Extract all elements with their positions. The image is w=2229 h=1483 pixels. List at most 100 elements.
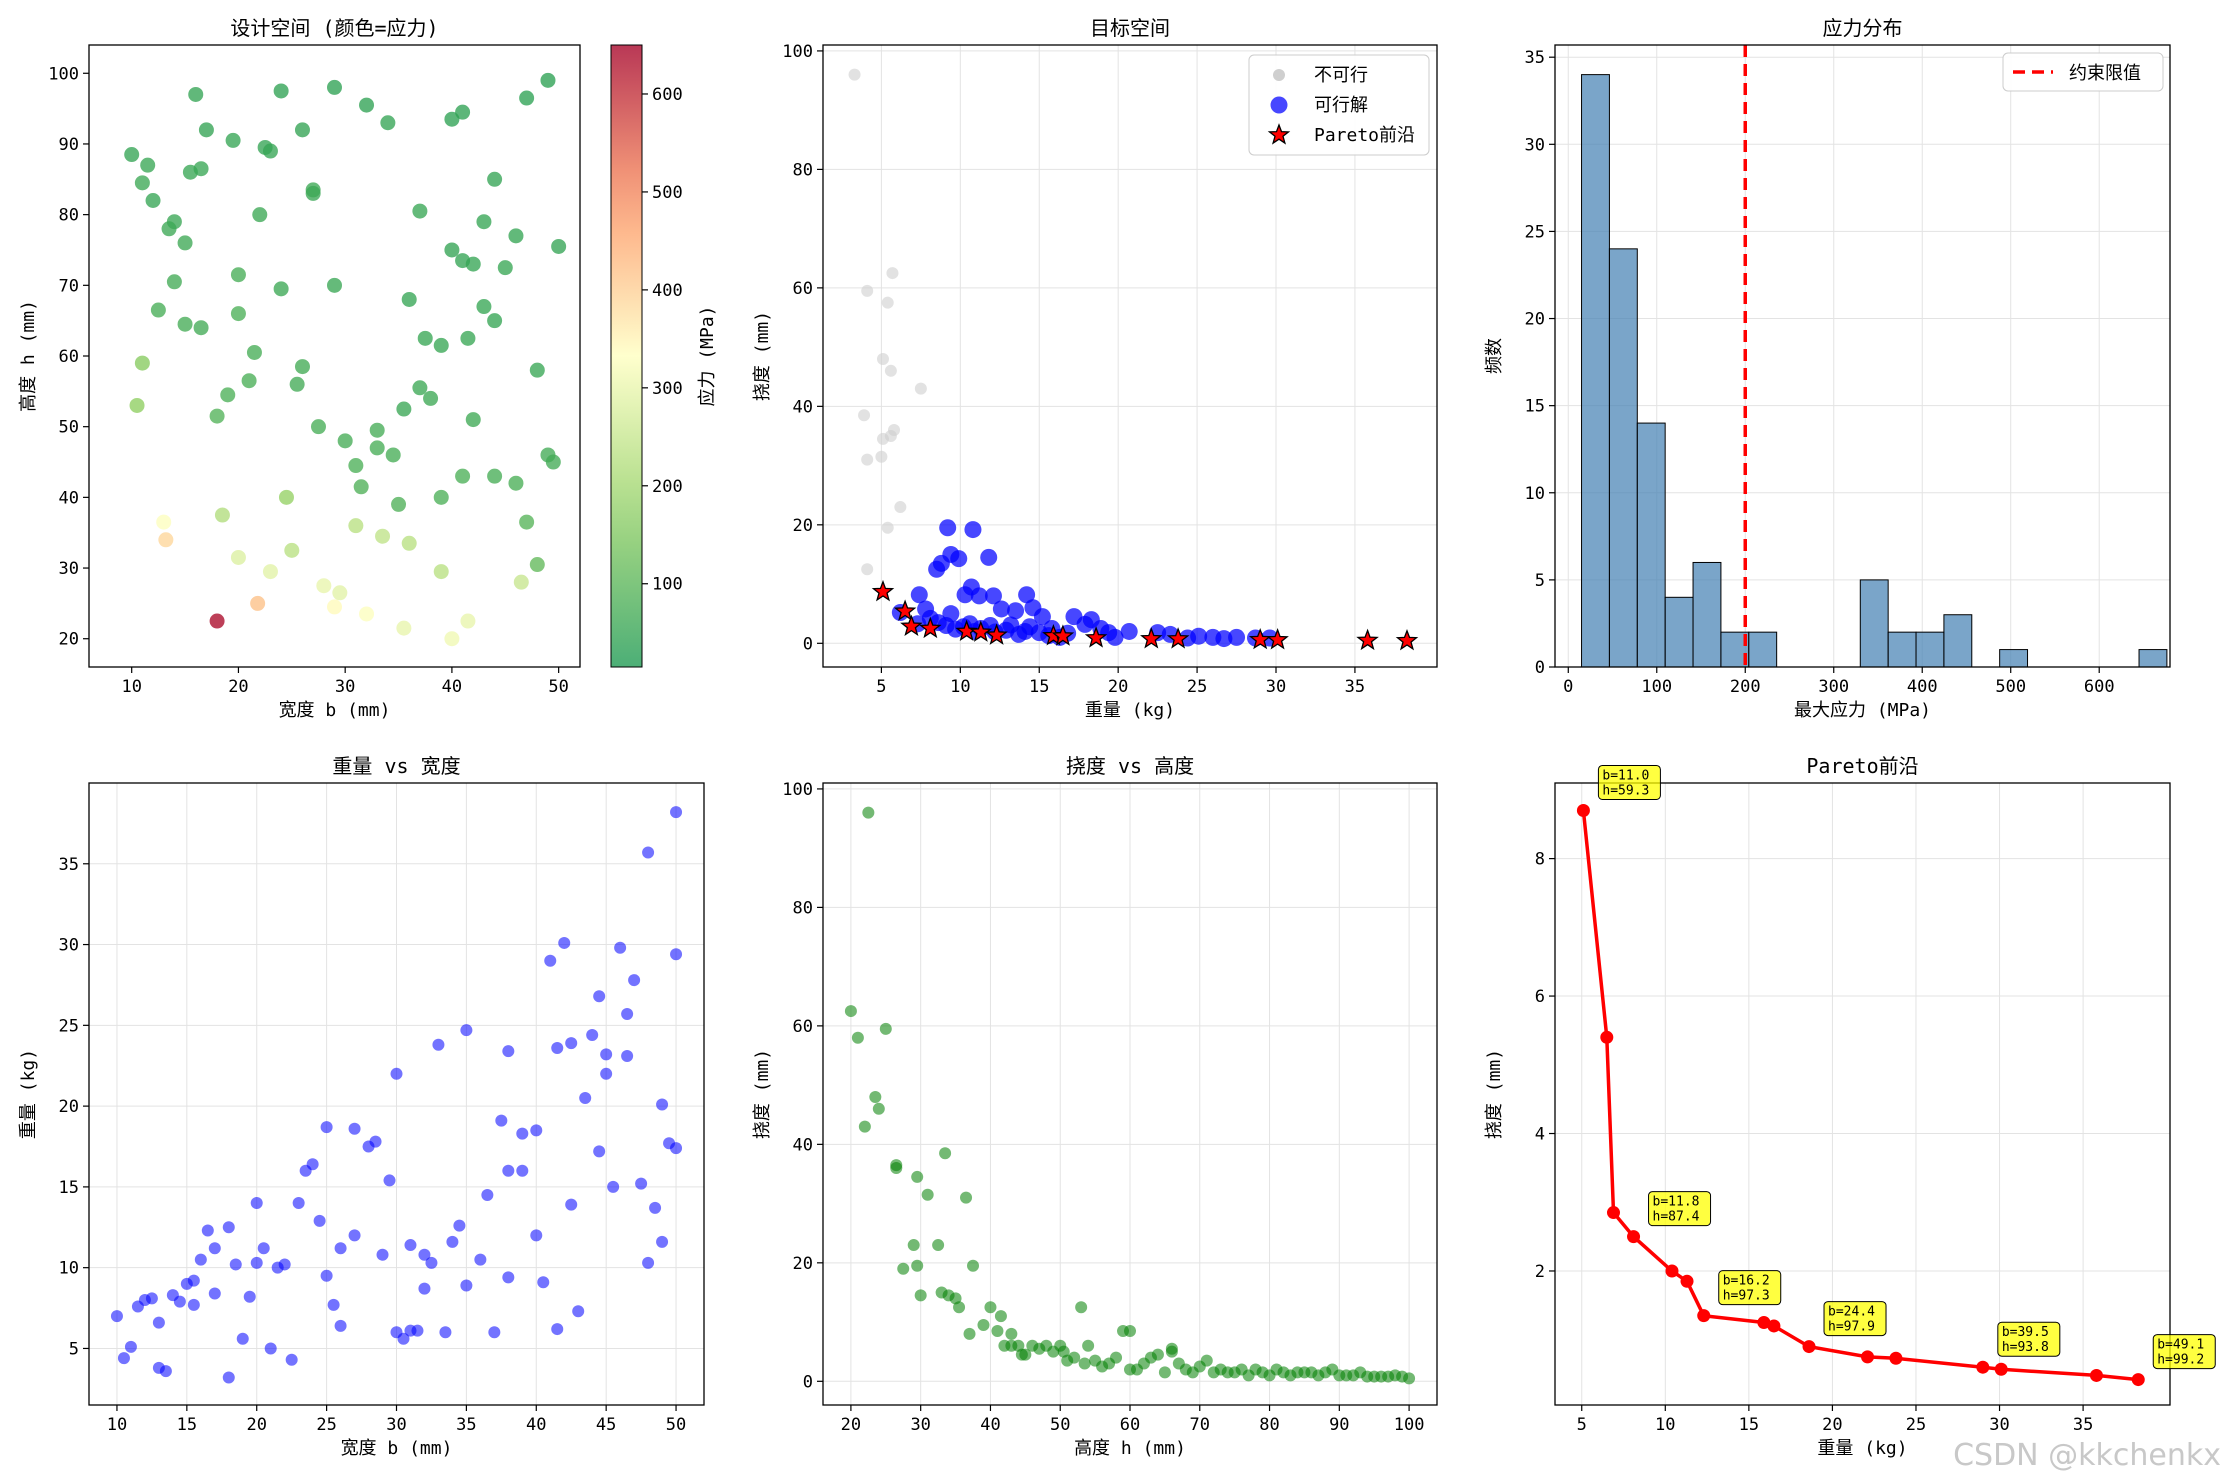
weight-width-point	[488, 1326, 501, 1339]
design-point	[433, 564, 449, 580]
annotation-text: b=39.5	[2002, 1325, 2049, 1340]
y-axis-label: 挠度 (mm)	[752, 311, 773, 401]
weight-width-point	[600, 1067, 613, 1080]
histogram-bar	[1859, 579, 1889, 668]
weight-width-point	[628, 974, 641, 987]
x-axis-label: 高度 h (mm)	[1074, 1438, 1186, 1459]
legend-marker-pareto	[1267, 123, 1291, 145]
weight-width-point	[635, 1177, 648, 1190]
x-tick-label: 35	[2073, 1415, 2093, 1435]
feasible-point	[928, 560, 946, 578]
design-point	[396, 620, 412, 636]
y-tick-label: 35	[1525, 48, 1545, 68]
design-point	[161, 221, 177, 237]
design-point	[273, 83, 289, 99]
axes-frame	[822, 44, 1438, 668]
x-tick-label: 35	[1345, 677, 1365, 697]
design-point	[497, 260, 513, 276]
axes-frame	[88, 782, 705, 1406]
chart-title: 重量 vs 宽度	[332, 754, 460, 778]
weight-width-point	[495, 1114, 508, 1127]
weight-width-point	[607, 1180, 620, 1193]
pareto-point	[1576, 803, 1590, 817]
y-tick-label: 60	[793, 279, 813, 299]
y-tick-label: 100	[782, 780, 813, 800]
pareto-annotation: b=11.0h=59.3	[1597, 764, 1661, 800]
colorbar-tick-label: 600	[652, 85, 683, 105]
weight-width-point	[376, 1248, 389, 1261]
design-point	[455, 104, 471, 120]
y-tick-label: 80	[59, 206, 79, 226]
chart-title: 应力分布	[1823, 16, 1903, 40]
x-tick-label: 30	[1266, 677, 1286, 697]
feasible-point	[939, 519, 957, 537]
design-point	[241, 373, 257, 389]
weight-width-point	[187, 1298, 200, 1311]
weight-width-point	[229, 1258, 242, 1271]
deflection-height-point	[1075, 1301, 1088, 1314]
deflection-height-point	[907, 1239, 920, 1252]
colorbar-tick-label: 200	[652, 477, 683, 497]
design-point	[348, 458, 364, 474]
design-point	[327, 599, 342, 615]
deflection-height-point	[844, 1005, 857, 1018]
pareto-point	[1606, 1206, 1620, 1220]
y-tick-label: 30	[1525, 135, 1545, 155]
axes-frame	[822, 782, 1438, 1406]
deflection-height-point	[1158, 1366, 1171, 1379]
weight-width-point	[656, 1235, 669, 1248]
x-tick-label: 10	[107, 1415, 127, 1435]
design-point	[278, 489, 294, 505]
pareto-point	[1665, 1264, 1679, 1278]
x-tick-label: 20	[1822, 1415, 1842, 1435]
weight-width-point	[264, 1342, 277, 1355]
infeasible-point	[876, 352, 889, 365]
x-tick-label: 5	[876, 677, 886, 697]
weight-width-point	[194, 1253, 207, 1266]
weight-width-point	[306, 1158, 319, 1171]
weight-width-point	[250, 1197, 263, 1210]
histogram-bar	[1887, 631, 1917, 668]
design-point	[327, 79, 342, 95]
x-tick-label: 200	[1730, 677, 1761, 697]
weight-width-point	[656, 1098, 669, 1111]
weight-width-point	[572, 1305, 585, 1318]
infeasible-point	[861, 563, 874, 576]
design-point	[465, 412, 481, 428]
annotation-text: b=11.0	[1602, 768, 1649, 783]
y-tick-label: 0	[803, 1372, 813, 1392]
feasible-point	[910, 586, 928, 604]
design-point	[150, 302, 166, 318]
annotation-text: b=49.1	[2157, 1338, 2204, 1353]
design-point	[529, 362, 545, 378]
design-point	[460, 330, 476, 346]
design-point	[209, 613, 225, 629]
x-tick-label: 30	[910, 1415, 930, 1435]
chart-title: 挠度 vs 高度	[1066, 754, 1194, 778]
design-point	[385, 447, 401, 463]
weight-width-point	[558, 936, 571, 949]
x-tick-label: 15	[1739, 1415, 1759, 1435]
weight-width-point	[222, 1221, 235, 1234]
design-point	[391, 496, 407, 512]
pareto-point	[1976, 1360, 1990, 1374]
design-point	[332, 585, 348, 601]
pareto-star	[1395, 628, 1419, 651]
x-tick-label: 60	[1120, 1415, 1140, 1435]
weight-width-point	[369, 1135, 382, 1148]
infeasible-point	[875, 450, 888, 463]
pareto-star	[1356, 628, 1379, 651]
x-tick-label: 25	[316, 1415, 336, 1435]
pareto-point	[2089, 1368, 2103, 1382]
x-tick-label: 400	[1907, 677, 1938, 697]
infeasible-point	[914, 382, 927, 395]
legend	[2002, 52, 2164, 92]
pareto-point	[2131, 1373, 2145, 1387]
design-point	[444, 631, 460, 647]
annotation-box	[1648, 1191, 1712, 1227]
feasible-point	[1018, 586, 1036, 604]
y-tick-label: 15	[59, 1178, 79, 1198]
design-point	[230, 306, 246, 322]
deflection-height-point	[911, 1259, 924, 1272]
